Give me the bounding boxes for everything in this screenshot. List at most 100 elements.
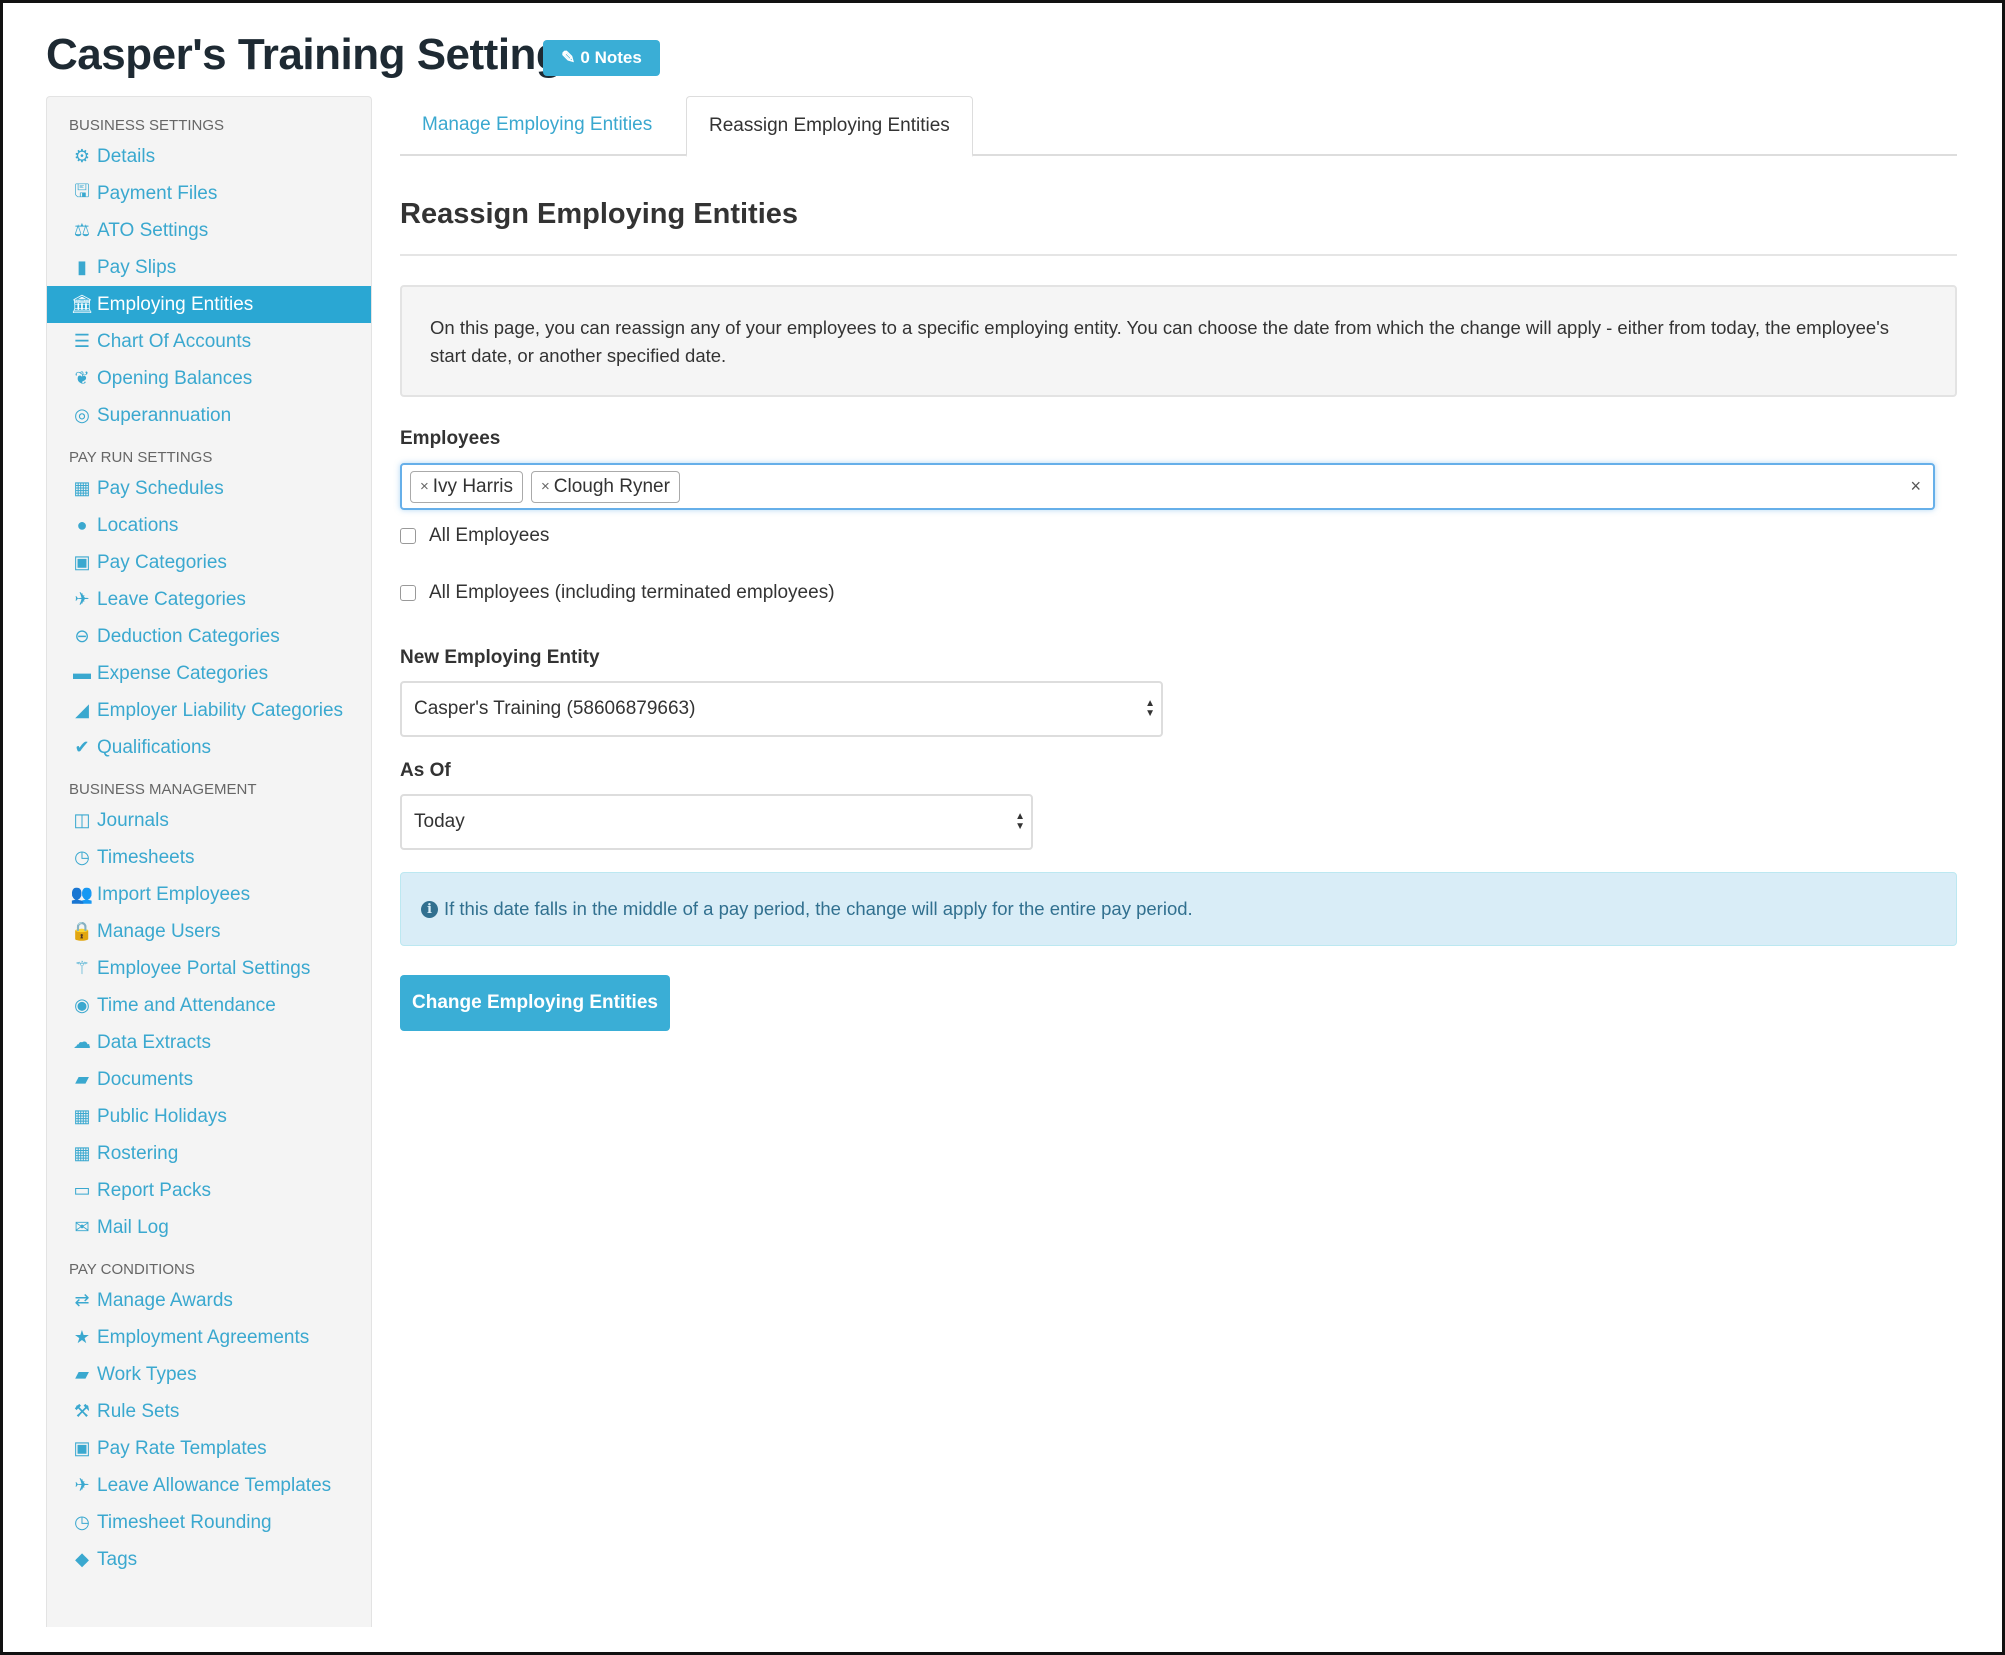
envelope-icon: ✉ [74, 1217, 90, 1237]
sidebar-item-manage-users[interactable]: 🔒 Manage Users [47, 913, 371, 950]
floppy-disk-icon: 🖫 [74, 180, 90, 201]
sidebar-item-label: Pay Categories [97, 551, 227, 573]
checkbox[interactable] [400, 528, 416, 544]
sidebar-item-time-and-attendance[interactable]: ◉ Time and Attendance [47, 987, 371, 1024]
sidebar-item-report-packs[interactable]: ▭ Report Packs [47, 1172, 371, 1209]
folder-icon: ▰ [75, 1069, 89, 1089]
sidebar-item-data-extracts[interactable]: ☁ Data Extracts [47, 1024, 371, 1061]
life-ring-icon: ◎ [74, 405, 90, 425]
sidebar-item-work-types[interactable]: ▰ Work Types [47, 1356, 371, 1393]
sidebar-item-pay-rate-templates[interactable]: ▣ Pay Rate Templates [47, 1430, 371, 1467]
sidebar-item-deduction-categories[interactable]: ⊖ Deduction Categories [47, 618, 371, 655]
sidebar-item-label: Employing Entities [97, 293, 254, 315]
sidebar-item-superannuation[interactable]: ◎ Superannuation [47, 397, 371, 434]
sidebar-item-employee-portal-settings[interactable]: ⚚ Employee Portal Settings [47, 950, 371, 987]
sidebar-item-pay-categories[interactable]: ▣ Pay Categories [47, 544, 371, 581]
sidebar-item-documents[interactable]: ▰ Documents [47, 1061, 371, 1098]
sidebar-item-details[interactable]: ⚙ Details [47, 138, 371, 175]
check-icon: ✔ [74, 737, 90, 757]
sidebar-item-payment-files[interactable]: 🖫 Payment Files [47, 175, 371, 212]
sidebar-item-rule-sets[interactable]: ⚒ Rule Sets [47, 1393, 371, 1430]
calendar-icon: ▦ [73, 1106, 91, 1126]
select-value: Casper's Training (58606879663) [414, 698, 696, 719]
sidebar-item-label: Opening Balances [97, 367, 253, 389]
remove-chip-icon[interactable]: × [541, 478, 550, 495]
all-including-terminated-checkbox[interactable]: All Employees (including terminated empl… [400, 582, 835, 604]
sidebar-section-header: PAY CONDITIONS [69, 1261, 195, 1278]
sidebar-item-chart-of-accounts[interactable]: ☰ Chart Of Accounts [47, 323, 371, 360]
plane-icon: ✈ [74, 589, 90, 609]
checkbox[interactable] [400, 585, 416, 601]
sidebar-item-timesheet-rounding[interactable]: ◷ Timesheet Rounding [47, 1504, 371, 1541]
edit-icon: ✎ [561, 48, 576, 67]
clock-icon: ◷ [74, 847, 90, 867]
lock-icon: 🔒 [70, 921, 94, 941]
sidebar-item-employer-liability-categories[interactable]: ◢ Employer Liability Categories [47, 692, 371, 729]
alert-text: If this date falls in the middle of a pa… [444, 898, 1193, 919]
sidebar-item-locations[interactable]: ● Locations [47, 507, 371, 544]
area-chart-icon: ◢ [75, 700, 89, 720]
notes-button[interactable]: ✎ 0 Notes [543, 40, 660, 76]
sidebar-item-label: Qualifications [97, 736, 212, 758]
archive-icon: ▬ [73, 663, 91, 683]
sidebar-item-label: Rostering [97, 1142, 179, 1164]
sidebar-item-label: Data Extracts [97, 1031, 212, 1053]
sidebar-item-label: Details [97, 145, 156, 167]
tab-manage-employing-entities[interactable]: Manage Employing Entities [422, 114, 653, 135]
checkbox-label: All Employees [429, 525, 550, 546]
sidebar-item-ato-settings[interactable]: ⚖ ATO Settings [47, 212, 371, 249]
sidebar-item-mail-log[interactable]: ✉ Mail Log [47, 1209, 371, 1246]
as-of-select[interactable]: Today ▲ ▼ [400, 794, 1033, 850]
sidebar-item-label: Chart Of Accounts [97, 330, 252, 352]
sidebar-item-rostering[interactable]: ▦ Rostering [47, 1135, 371, 1172]
new-entity-select[interactable]: Casper's Training (58606879663) ▲ ▼ [400, 681, 1163, 737]
sidebar-item-label: Mail Log [97, 1216, 169, 1238]
sidebar-item-label: Employer Liability Categories [97, 699, 344, 721]
employees-label: Employees [400, 428, 501, 449]
sidebar-item-employing-entities[interactable]: 🏛 Employing Entities [47, 286, 371, 323]
sidebar-item-employment-agreements[interactable]: ★ Employment Agreements [47, 1319, 371, 1356]
remove-chip-icon[interactable]: × [420, 478, 429, 495]
info-alert: i If this date falls in the middle of a p… [400, 872, 1957, 946]
calendar-icon: ▦ [73, 1143, 91, 1163]
sidebar-item-pay-schedules[interactable]: ▦ Pay Schedules [47, 470, 371, 507]
exchange-icon: ⇄ [74, 1290, 90, 1310]
sidebar-item-label: Work Types [97, 1363, 197, 1385]
book-icon: ▰ [75, 1364, 89, 1384]
sidebar-section-header: BUSINESS SETTINGS [69, 117, 225, 134]
sidebar-item-leave-categories[interactable]: ✈ Leave Categories [47, 581, 371, 618]
columns-icon: ◫ [73, 810, 91, 830]
all-employees-checkbox[interactable]: All Employees [400, 525, 549, 547]
sidebar-item-qualifications[interactable]: ✔ Qualifications [47, 729, 371, 766]
scale-icon: ⚖ [73, 220, 91, 240]
sidebar-item-journals[interactable]: ◫ Journals [47, 802, 371, 839]
tab-reassign-employing-entities[interactable]: Reassign Employing Entities [686, 96, 973, 157]
sidebar-item-label: Manage Awards [97, 1289, 233, 1311]
sidebar-item-public-holidays[interactable]: ▦ Public Holidays [47, 1098, 371, 1135]
calendar-icon: ▦ [73, 478, 91, 498]
sidebar-item-expense-categories[interactable]: ▬ Expense Categories [47, 655, 371, 692]
sidebar-item-opening-balances[interactable]: ❦ Opening Balances [47, 360, 371, 397]
info-icon: i [421, 900, 438, 918]
as-of-label: As Of [400, 760, 451, 781]
employees-multiselect[interactable]: × Ivy Harris × Clough Ryner × [400, 463, 1935, 510]
intro-text: On this page, you can reassign any of yo… [400, 285, 1957, 397]
clock-icon: ◷ [74, 1512, 90, 1532]
sidebar-section-header: BUSINESS MANAGEMENT [69, 781, 257, 798]
sidebar-item-label: Employee Portal Settings [97, 957, 311, 979]
clear-all-icon[interactable]: × [1910, 476, 1921, 496]
sidebar-item-manage-awards[interactable]: ⇄ Manage Awards [47, 1282, 371, 1319]
change-employing-entities-button[interactable]: Change Employing Entities [400, 975, 670, 1031]
sidebar-item-label: ATO Settings [97, 219, 209, 241]
list-icon: ☰ [73, 331, 91, 351]
star-icon: ★ [73, 1327, 91, 1347]
user-circle-icon: ◉ [74, 995, 90, 1015]
sidebar-item-pay-slips[interactable]: ▮ Pay Slips [47, 249, 371, 286]
sidebar-item-label: Rule Sets [97, 1400, 180, 1422]
sidebar-item-timesheets[interactable]: ◷ Timesheets [47, 839, 371, 876]
sidebar-item-import-employees[interactable]: 👥 Import Employees [47, 876, 371, 913]
magic-wand-icon: ⚚ [73, 958, 91, 978]
sidebar-item-label: Documents [97, 1068, 194, 1090]
sidebar-item-leave-allowance-templates[interactable]: ✈ Leave Allowance Templates [47, 1467, 371, 1504]
sidebar-item-tags[interactable]: ◆ Tags [47, 1541, 371, 1578]
